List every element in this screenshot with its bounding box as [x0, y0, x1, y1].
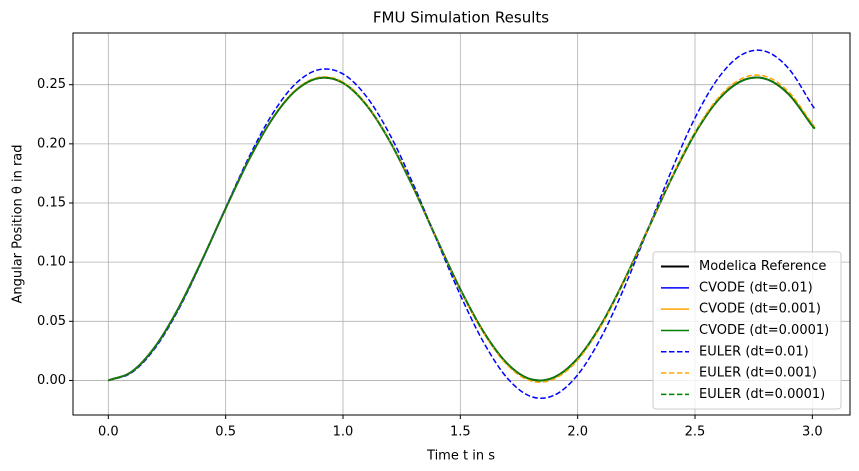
legend-label: Modelica Reference	[699, 259, 826, 274]
x-tick-label: 1.5	[450, 425, 471, 440]
legend-label: EULER (dt=0.0001)	[699, 387, 825, 402]
legend-label: CVODE (dt=0.001)	[699, 302, 821, 317]
chart-title: FMU Simulation Results	[373, 9, 549, 27]
legend-label: CVODE (dt=0.0001)	[699, 323, 829, 338]
legend-box	[652, 251, 842, 410]
legend-label: CVODE (dt=0.01)	[699, 280, 813, 295]
x-tick-label: 0.5	[215, 425, 236, 440]
y-tick-label: 0.20	[37, 136, 66, 151]
x-tick-label: 0.0	[98, 425, 119, 440]
y-axis-label: Angular Position θ in rad	[11, 144, 26, 303]
legend-label: EULER (dt=0.01)	[699, 344, 809, 359]
x-tick-label: 3.0	[802, 425, 823, 440]
y-tick-label: 0.15	[37, 196, 66, 211]
y-tick-label: 0.10	[37, 255, 66, 270]
y-tick-label: 0.00	[37, 373, 66, 388]
y-tick-label: 0.05	[37, 314, 66, 329]
x-axis-label: Time t in s	[426, 449, 495, 464]
x-tick-label: 2.0	[567, 425, 588, 440]
x-tick-label: 2.5	[685, 425, 706, 440]
y-tick-label: 0.25	[37, 77, 66, 92]
series-line	[108, 76, 816, 382]
legend-label: EULER (dt=0.001)	[699, 366, 817, 381]
x-tick-label: 1.0	[333, 425, 354, 440]
plot-frame	[72, 32, 851, 416]
